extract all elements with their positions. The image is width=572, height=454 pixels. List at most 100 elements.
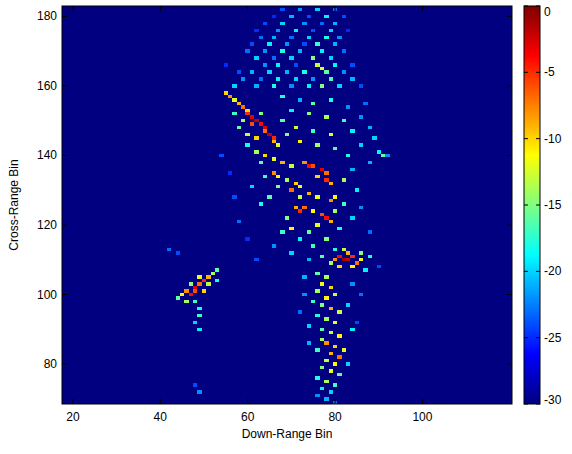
- cell: [298, 310, 302, 313]
- cell: [315, 348, 319, 351]
- y-tick-label: 80: [44, 357, 58, 371]
- cell: [329, 98, 333, 101]
- cell: [329, 331, 333, 334]
- colorbar-tick: [536, 404, 540, 405]
- cell: [350, 255, 354, 258]
- cell: [285, 70, 289, 73]
- x-tick-label: 100: [412, 410, 432, 424]
- cell: [346, 362, 350, 365]
- y-tick: [507, 85, 512, 86]
- x-tick: [160, 399, 161, 404]
- cell: [350, 168, 354, 171]
- cell: [259, 77, 263, 80]
- cell: [245, 143, 249, 146]
- cell: [320, 67, 324, 70]
- cell: [176, 296, 180, 299]
- x-tick-label: 20: [66, 410, 80, 424]
- cell: [280, 230, 284, 233]
- cell: [329, 390, 333, 393]
- cell: [315, 289, 319, 292]
- cell: [333, 22, 337, 25]
- cell: [272, 84, 276, 87]
- cell: [250, 122, 254, 125]
- cell: [307, 324, 311, 327]
- cell: [329, 352, 333, 355]
- cell: [324, 178, 328, 181]
- cell: [232, 112, 236, 115]
- cell: [324, 171, 328, 174]
- cell: [294, 182, 298, 185]
- cell: [350, 63, 354, 66]
- cell: [363, 268, 367, 271]
- cell: [311, 102, 315, 105]
- cell: [324, 317, 328, 320]
- cell: [368, 126, 372, 129]
- cell: [197, 275, 201, 278]
- cell: [333, 42, 337, 45]
- cell: [189, 293, 193, 296]
- cell: [197, 328, 201, 331]
- cell: [272, 171, 276, 174]
- cell: [324, 275, 328, 278]
- cell: [324, 397, 328, 400]
- cell: [189, 282, 193, 285]
- cell: [232, 98, 236, 101]
- y-tick-label: 180: [37, 9, 57, 23]
- cell: [350, 129, 354, 132]
- cell: [346, 258, 350, 261]
- cell: [333, 248, 337, 251]
- cell: [359, 293, 363, 296]
- cells: [167, 8, 390, 404]
- cell: [337, 310, 341, 313]
- cell: [324, 36, 328, 39]
- cell: [320, 328, 324, 331]
- cell: [377, 150, 381, 153]
- cell: [245, 133, 249, 136]
- cell: [337, 334, 341, 337]
- cell: [280, 95, 284, 98]
- cell: [237, 102, 241, 105]
- cell: [276, 77, 280, 80]
- cell: [342, 15, 346, 18]
- cell: [206, 282, 210, 285]
- x-tick: [160, 6, 161, 11]
- cell: [302, 275, 306, 278]
- cell: [337, 373, 341, 376]
- cell: [202, 279, 206, 282]
- cell: [241, 77, 245, 80]
- cell: [359, 115, 363, 118]
- cell: [350, 328, 354, 331]
- cell: [263, 175, 267, 178]
- cell: [315, 394, 319, 397]
- cell: [315, 143, 319, 146]
- cell: [272, 157, 276, 160]
- cell: [342, 258, 346, 261]
- cell: [333, 321, 337, 324]
- cell: [280, 22, 284, 25]
- cell: [363, 102, 367, 105]
- cell: [250, 185, 254, 188]
- cell: [324, 115, 328, 118]
- cell: [276, 63, 280, 66]
- cell: [329, 29, 333, 32]
- cell: [315, 376, 319, 379]
- cell: [324, 70, 328, 73]
- cell: [267, 195, 271, 198]
- cell: [276, 143, 280, 146]
- cell: [285, 42, 289, 45]
- cell: [368, 161, 372, 164]
- y-tick: [507, 224, 512, 225]
- cell: [254, 84, 258, 87]
- cell: [329, 182, 333, 185]
- cell: [254, 29, 258, 32]
- cell: [315, 8, 319, 11]
- cell: [184, 289, 188, 292]
- plot-background: [62, 6, 512, 404]
- cell: [237, 220, 241, 223]
- cell: [337, 265, 341, 268]
- cell: [272, 36, 276, 39]
- cell: [333, 195, 337, 198]
- cell: [377, 265, 381, 268]
- colorbar-tick: [524, 6, 528, 7]
- cell: [307, 84, 311, 87]
